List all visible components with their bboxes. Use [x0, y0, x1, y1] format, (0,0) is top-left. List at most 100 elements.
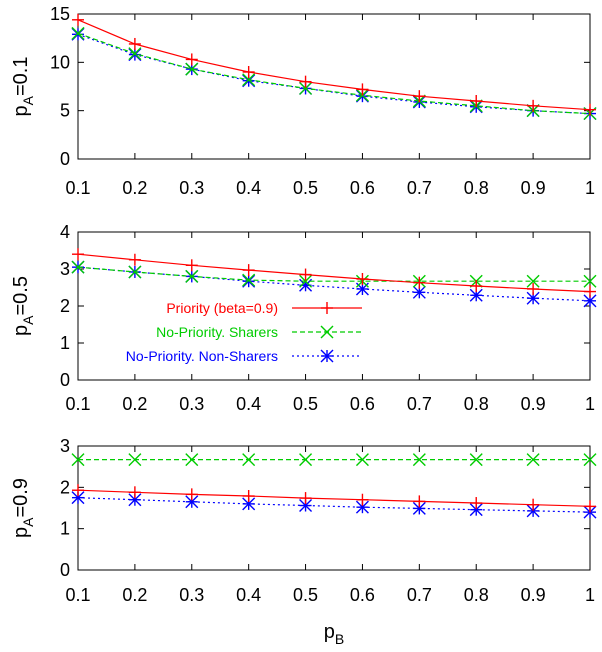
data-point-s1 — [527, 498, 540, 511]
data-point-s1 — [356, 83, 369, 96]
data-point-s2 — [355, 453, 369, 467]
data-point-s2 — [128, 47, 142, 61]
panel-3: 0 1 2 3 0.1 0.2 0.3 0.4 0.5 0.6 0.7 0.8 0.9 1 pA=0.9 pB — [10, 436, 597, 647]
data-point-s2 — [242, 73, 256, 87]
data-point-s1 — [128, 37, 141, 50]
data-point-s3 — [469, 503, 483, 517]
data-point-s2 — [185, 453, 199, 467]
data-point-s2 — [71, 260, 85, 274]
x-tick-label: 1 — [585, 394, 595, 414]
x-tick-label: 0.6 — [350, 394, 375, 414]
data-point-s2 — [526, 274, 540, 288]
data-point-s1 — [242, 264, 255, 277]
y-tick-label: 2 — [60, 296, 70, 316]
x-tick-label: 0.5 — [293, 585, 318, 605]
data-point-s2 — [469, 453, 483, 467]
x-tick-label: 0.9 — [521, 394, 546, 414]
y-tick-label: 1 — [60, 519, 70, 539]
data-point-s2 — [128, 453, 142, 467]
data-point-s2 — [299, 453, 313, 467]
data-point-s1 — [470, 95, 483, 107]
x-tick-label: 0.9 — [521, 585, 546, 605]
y-tick-label: 0 — [60, 370, 70, 390]
x-tick-label: 0.1 — [65, 178, 90, 198]
data-point-s2 — [526, 453, 540, 467]
y-tick-label: 0 — [60, 560, 70, 580]
x-tick-label: 0.3 — [179, 394, 204, 414]
x-tick-label: 0.8 — [464, 585, 489, 605]
data-point-s2 — [299, 81, 313, 95]
data-point-s1 — [299, 75, 312, 88]
data-point-s1 — [299, 492, 312, 505]
x-tick-label: 0.8 — [464, 178, 489, 198]
data-point-s1 — [128, 253, 141, 266]
data-point-s1 — [356, 493, 369, 506]
data-point-s1 — [584, 500, 596, 513]
data-point-s1 — [242, 66, 255, 78]
data-point-s3 — [299, 499, 313, 513]
x-tick-label: 0.2 — [122, 394, 147, 414]
data-point-s1 — [584, 103, 596, 116]
series-line-2 — [77, 32, 591, 115]
x-tick-label: 0.2 — [122, 585, 147, 605]
x-tick-label: 0.7 — [407, 394, 432, 414]
data-point-s1 — [299, 268, 312, 281]
series-line-2 — [77, 266, 590, 282]
data-point-s1 — [413, 90, 426, 103]
series-line-1 — [77, 489, 591, 507]
series-line-1 — [77, 19, 591, 111]
x-tick-label: 0.1 — [65, 394, 90, 414]
y-tick-label: 10 — [50, 52, 70, 72]
data-point-s1 — [356, 272, 369, 285]
legend-entry-marker — [320, 349, 334, 363]
data-point-s1 — [128, 486, 141, 499]
data-point-s2 — [583, 453, 597, 467]
data-point-s2 — [583, 274, 597, 288]
data-point-s2 — [242, 273, 256, 287]
data-point-s2 — [71, 26, 85, 40]
legend-entry-marker — [321, 302, 333, 314]
x-tick-label: 0.2 — [122, 178, 147, 198]
data-point-s1 — [72, 13, 84, 26]
legend-entry-label: No-Priority. Sharers — [156, 324, 278, 340]
x-tick-label: 1 — [585, 178, 595, 198]
y-tick-label: 15 — [50, 4, 70, 24]
data-point-s1 — [72, 248, 84, 261]
x-tick-label: 0.3 — [179, 585, 204, 605]
series-line-1 — [77, 253, 591, 293]
data-point-s3 — [128, 493, 142, 507]
legend-entry-marker — [320, 325, 334, 339]
y-tick-label: 1 — [60, 333, 70, 353]
data-point-s2 — [412, 453, 426, 467]
y-tick-label: 4 — [60, 222, 70, 242]
data-point-s1 — [470, 497, 483, 510]
legend: Priority (beta=0.9) No-Priority. Sharers N… — [126, 300, 362, 364]
data-point-s1 — [584, 285, 596, 298]
data-point-s1 — [185, 53, 198, 66]
x-tick-label: 0.5 — [293, 178, 318, 198]
legend-entry-label: Priority (beta=0.9) — [166, 300, 278, 316]
data-point-s1 — [527, 282, 540, 295]
x-axis-label: pB — [324, 621, 344, 647]
data-point-s1 — [185, 259, 198, 272]
data-point-s2 — [185, 269, 199, 283]
x-tick-label: 0.8 — [464, 394, 489, 414]
data-point-s1 — [185, 488, 198, 501]
x-tick-label: 0.3 — [179, 178, 204, 198]
series-line-3 — [77, 266, 591, 302]
data-point-s3 — [242, 274, 256, 288]
data-point-s1 — [72, 484, 84, 497]
y-axis-label: pA=0.5 — [10, 276, 36, 336]
x-tick-label: 0.1 — [65, 585, 90, 605]
series-line-3 — [77, 497, 591, 513]
y-tick-label: 3 — [60, 259, 70, 279]
y-tick-label: 3 — [60, 436, 70, 456]
legend-entry-label: No-Priority. Non-Sharers — [126, 348, 278, 364]
data-point-s1 — [242, 490, 255, 503]
x-tick-label: 0.4 — [236, 394, 261, 414]
data-point-s2 — [242, 453, 256, 467]
plot-frame — [77, 445, 591, 571]
y-tick-label: 0 — [60, 149, 70, 169]
x-tick-label: 0.9 — [521, 178, 546, 198]
